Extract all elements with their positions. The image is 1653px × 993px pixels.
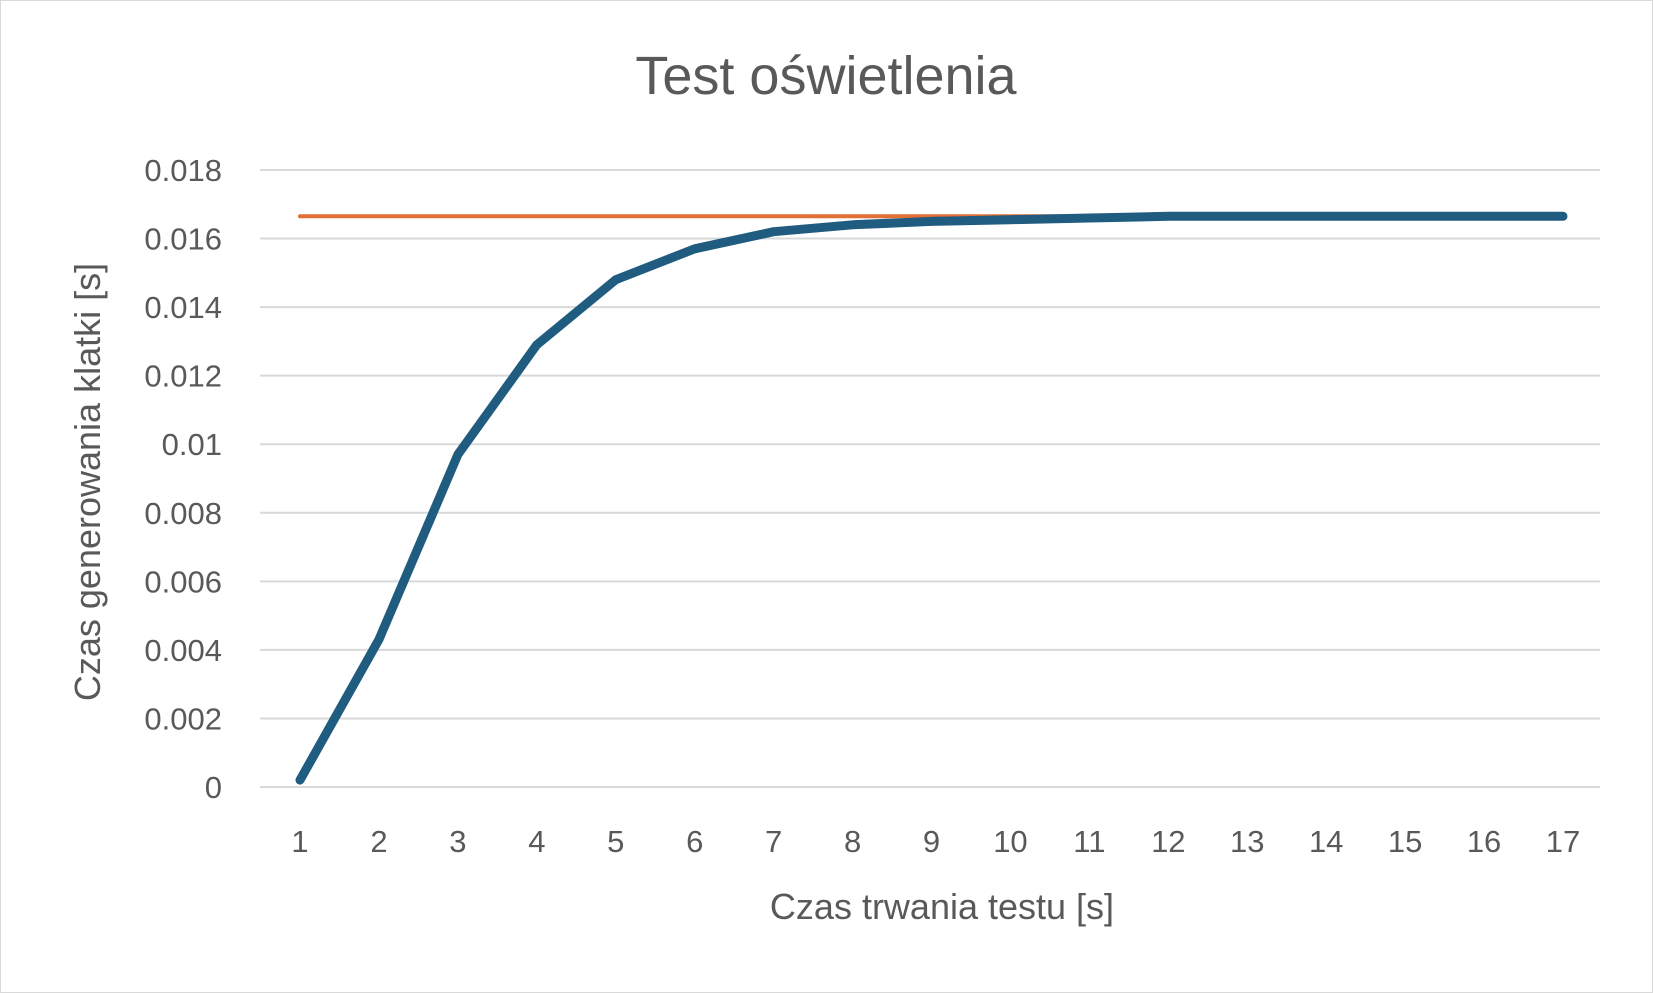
x-tick-label: 17 (1546, 824, 1580, 859)
x-tick-label: 11 (1073, 824, 1105, 859)
data-point (615, 215, 617, 217)
x-tick-label: 8 (844, 824, 861, 859)
x-tick-label: 10 (993, 824, 1027, 859)
y-tick-label: 0.018 (144, 153, 222, 188)
series-lines (295, 211, 1568, 785)
data-point (378, 215, 380, 217)
data-point (852, 215, 854, 217)
gridlines (260, 169, 1600, 788)
y-tick-label: 0.014 (144, 290, 222, 325)
x-tick-label: 3 (449, 824, 466, 859)
data-point (852, 224, 854, 226)
data-point (1325, 215, 1327, 217)
y-tick-label: 0.006 (144, 564, 222, 599)
data-point (931, 215, 932, 217)
data-point (299, 779, 301, 781)
data-point (773, 215, 775, 217)
y-tick-label: 0.012 (144, 359, 222, 394)
x-tick-label: 6 (686, 824, 703, 859)
x-tick-label: 14 (1309, 824, 1343, 859)
data-point (931, 220, 932, 222)
x-tick-label: 2 (370, 824, 387, 859)
data-point (694, 215, 696, 217)
data-point (536, 344, 538, 346)
y-axis-title: Czas generowania klatki [s] (67, 263, 108, 701)
y-tick-label: 0.008 (144, 496, 222, 531)
chart-title: Test oświetlenia (635, 46, 1017, 106)
data-point (1009, 219, 1011, 221)
x-axis-title: Czas trwania testu [s] (770, 886, 1114, 927)
y-tick-label: 0.002 (144, 701, 222, 736)
data-point (299, 215, 301, 217)
x-tick-label: 9 (923, 824, 940, 859)
x-tick-label: 4 (528, 824, 545, 859)
data-point (1246, 215, 1248, 217)
data-point (457, 215, 459, 217)
x-tick-label: 13 (1230, 824, 1264, 859)
data-point (1483, 215, 1485, 217)
y-tick-label: 0.016 (144, 222, 222, 257)
data-point (457, 454, 459, 456)
y-axis-ticks: 0 0.002 0.004 0.006 0.008 0.01 0.012 0.014 0.016… (144, 153, 222, 805)
data-point (378, 639, 380, 641)
data-point (694, 248, 696, 250)
x-axis-ticks: 1 2 3 4 5 6 7 8 9 10 11 12 13 14 15 16 17 (291, 824, 1580, 859)
data-point (1088, 217, 1090, 219)
x-tick-label: 15 (1388, 824, 1422, 859)
x-tick-label: 1 (291, 824, 308, 859)
data-point (536, 215, 538, 217)
x-tick-label: 7 (765, 824, 782, 859)
x-tick-label: 16 (1467, 824, 1501, 859)
data-point (773, 231, 775, 233)
data-point (615, 279, 617, 281)
y-tick-label: 0.004 (144, 633, 222, 668)
data-point (1562, 215, 1564, 217)
x-tick-label: 12 (1151, 824, 1185, 859)
data-point (1167, 215, 1169, 217)
series-line-blue (295, 211, 1568, 785)
y-tick-label: 0.01 (162, 427, 222, 462)
x-tick-label: 5 (607, 824, 624, 859)
y-tick-label: 0 (205, 770, 222, 805)
data-point (1404, 215, 1406, 217)
